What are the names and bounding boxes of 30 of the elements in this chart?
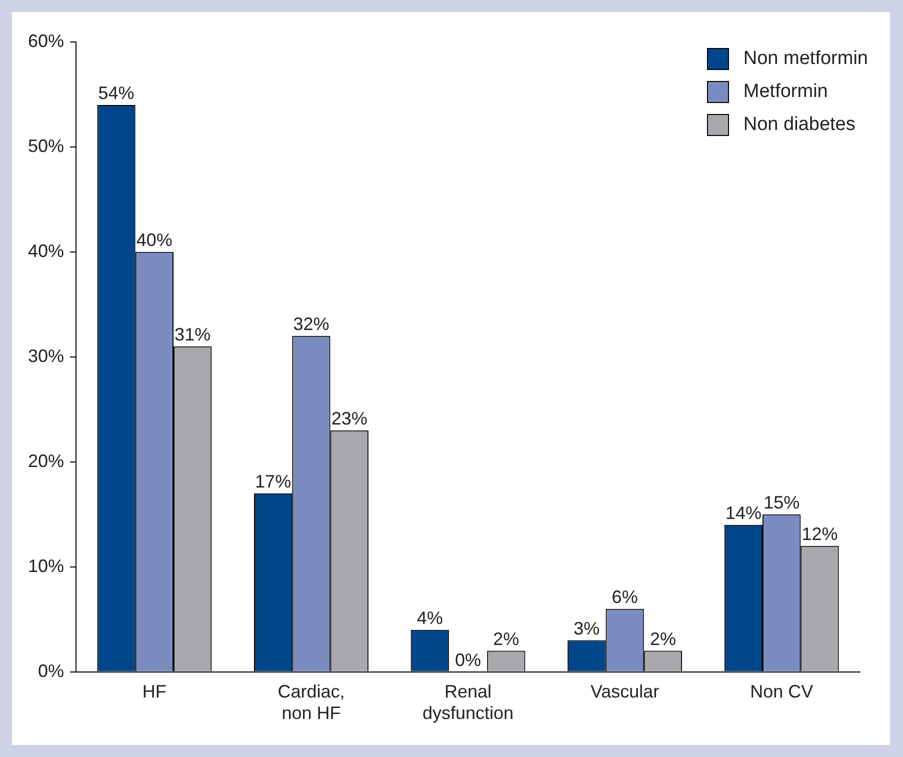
data-label: 12% <box>802 524 838 544</box>
data-label: 17% <box>255 471 292 492</box>
data-label: 31% <box>174 324 211 344</box>
x-tick-label: Cardiac, non HF <box>278 682 345 724</box>
data-label: 2% <box>650 628 676 649</box>
x-tick-label: Non CV <box>750 682 814 702</box>
y-tick-label: 40% <box>28 240 64 261</box>
y-tick-label: 50% <box>28 136 64 156</box>
data-label: 54% <box>98 82 134 103</box>
legend-label: Non diabetes <box>743 114 856 136</box>
data-label: 15% <box>764 492 800 512</box>
y-tick-label: 10% <box>28 556 64 576</box>
data-label: 4% <box>416 608 443 628</box>
legend-label: Metformin <box>743 80 828 102</box>
y-tick-label: 60% <box>28 30 64 51</box>
data-label: 14% <box>725 502 762 523</box>
data-label: 40% <box>136 230 172 250</box>
y-tick-label: 20% <box>28 450 64 471</box>
legend-label: Non metformin <box>743 48 868 70</box>
data-label: 3% <box>574 618 600 638</box>
data-label: 2% <box>493 628 520 649</box>
data-label: 32% <box>293 314 330 334</box>
data-label: 6% <box>612 586 638 607</box>
x-tick-label: Renal dysfunction <box>422 682 514 724</box>
y-tick-label: 30% <box>28 346 64 366</box>
data-label: 0% <box>455 650 482 670</box>
x-tick-label: Vascular <box>590 682 660 702</box>
y-tick-label: 0% <box>38 660 64 681</box>
x-tick-label: HF <box>142 682 166 702</box>
data-label: 23% <box>331 408 368 428</box>
